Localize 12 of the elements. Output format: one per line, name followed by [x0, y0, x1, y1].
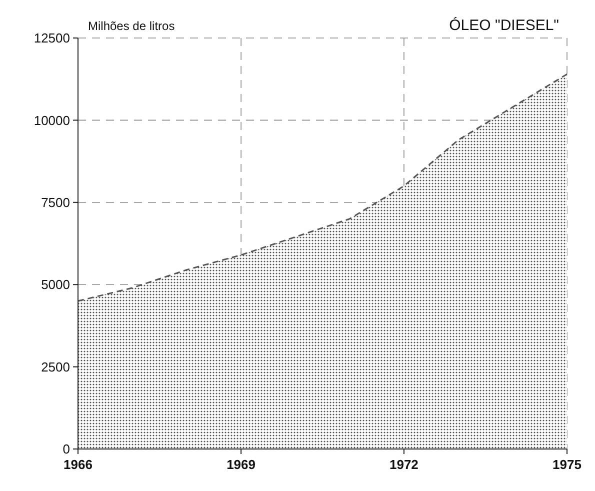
- y-tick-label: 10000: [34, 112, 70, 128]
- x-tick-label: 1972: [389, 457, 418, 472]
- y-axis-title: Milhões de litros: [88, 19, 175, 33]
- x-tick-label: 1975: [552, 457, 582, 472]
- y-tick-label: 12500: [34, 30, 70, 46]
- x-tick-label: 1966: [64, 457, 92, 472]
- x-tick-label: 1969: [226, 457, 256, 472]
- y-tick-label: 5000: [41, 277, 70, 292]
- y-tick-label: 0: [62, 442, 70, 457]
- y-tick-label: 2500: [41, 359, 70, 374]
- y-tick-label: 7500: [41, 194, 70, 210]
- chart-title: ÓLEO "DIESEL": [449, 16, 559, 34]
